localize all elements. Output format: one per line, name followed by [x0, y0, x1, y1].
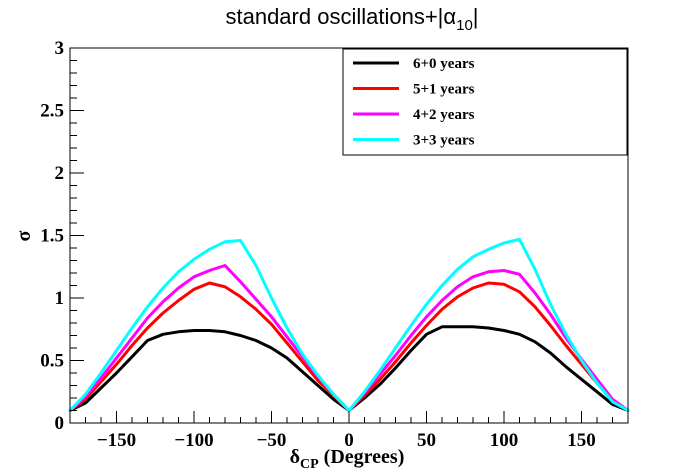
- legend: 6+0 years 5+1 years 4+2 years 3+3 years: [342, 48, 628, 156]
- y-tick-label: 1.5: [40, 226, 64, 247]
- legend-box: [342, 48, 628, 156]
- x-axis-label-symbol: δ: [290, 446, 300, 468]
- legend-label-1: 6+0 years: [413, 56, 475, 72]
- series-lines: [68, 237, 630, 412]
- x-tick-label: 150: [567, 430, 596, 451]
- x-tick-label: −150: [97, 430, 136, 451]
- y-tick-label: 3: [55, 38, 65, 59]
- x-axis-label-subscript: CP: [300, 457, 319, 471]
- y-tick-label: 0: [55, 413, 65, 434]
- x-tick-label: −100: [174, 430, 213, 451]
- y-tick-label: 2.5: [40, 101, 64, 122]
- x-tick-label: 50: [417, 430, 436, 451]
- series-line-1: [68, 325, 630, 412]
- x-axis-label-suffix: (Degrees): [319, 446, 405, 468]
- legend-label-3: 4+2 years: [413, 107, 475, 123]
- x-tick-label: 100: [490, 430, 519, 451]
- x-tick-label: −50: [257, 430, 287, 451]
- chart-title-suffix: |: [473, 4, 479, 29]
- legend-label-4: 3+3 years: [413, 133, 475, 149]
- axes: −150 −100 −50 0 50 100 150 0 0.5 1 1.5 2 2.5 3: [40, 38, 629, 451]
- chart-title-main: standard oscillations+|α: [225, 4, 456, 29]
- y-tick-label: 0.5: [40, 351, 64, 372]
- chart-title: standard oscillations+|α10|: [225, 4, 478, 34]
- x-axis-label: δCP (Degrees): [290, 446, 405, 471]
- legend-label-2: 5+1 years: [413, 82, 475, 98]
- y-tick-label: 1: [55, 288, 65, 309]
- series-line-4: [68, 237, 630, 412]
- y-axis-label: σ: [13, 230, 35, 241]
- x-tick-label: 0: [344, 430, 354, 451]
- y-tick-label: 2: [55, 163, 65, 184]
- chart-title-subscript: 10: [456, 17, 473, 34]
